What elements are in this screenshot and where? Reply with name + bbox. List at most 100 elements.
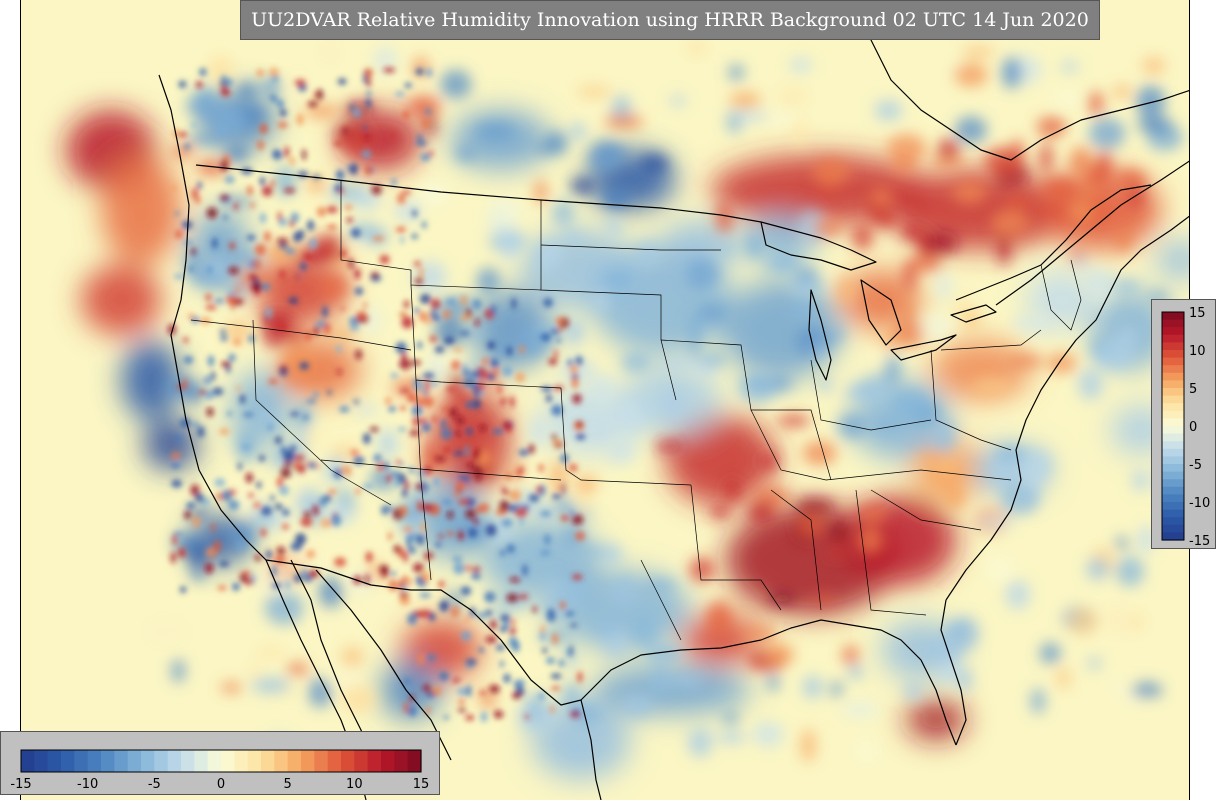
innovation-cell xyxy=(604,114,644,130)
innovation-cell xyxy=(1001,57,1022,89)
innovation-cell xyxy=(293,431,309,447)
innovation-speckle xyxy=(452,451,465,456)
innovation-speckle xyxy=(337,78,347,85)
innovation-speckle xyxy=(281,508,290,517)
innovation-speckle xyxy=(460,586,472,596)
map-panel[interactable] xyxy=(20,0,1190,800)
innovation-speckle xyxy=(335,169,345,181)
colorbar-bin xyxy=(1162,395,1184,404)
innovation-speckle xyxy=(474,469,482,482)
innovation-speckle xyxy=(542,647,548,654)
innovation-speckle xyxy=(458,698,466,705)
innovation-speckle xyxy=(226,411,233,417)
innovation-speckle xyxy=(479,690,487,695)
innovation-cell xyxy=(1115,227,1132,252)
innovation-speckle xyxy=(281,523,289,530)
innovation-speckle xyxy=(306,549,315,559)
innovation-cell xyxy=(589,375,615,408)
innovation-cell xyxy=(567,741,586,755)
humidity-innovation-map[interactable] xyxy=(21,0,1190,800)
innovation-speckle xyxy=(441,499,453,505)
innovation-speckle xyxy=(497,383,502,395)
innovation-speckle xyxy=(419,267,424,279)
innovation-speckle xyxy=(203,374,212,386)
innovation-speckle xyxy=(261,186,273,197)
innovation-cell xyxy=(716,730,747,744)
innovation-cell xyxy=(220,682,243,693)
innovation-speckle xyxy=(206,207,218,219)
innovation-cell xyxy=(622,693,653,717)
innovation-speckle xyxy=(406,393,417,403)
innovation-speckle xyxy=(283,188,296,194)
innovation-speckle xyxy=(468,527,478,538)
colorbar-bin xyxy=(1162,327,1184,336)
innovation-speckle xyxy=(265,307,273,319)
northern-coast xyxy=(860,0,1189,161)
innovation-cell xyxy=(476,267,500,295)
innovation-speckle xyxy=(399,405,406,411)
innovation-speckle xyxy=(211,387,224,396)
innovation-speckle xyxy=(474,386,480,399)
innovation-speckle xyxy=(205,293,212,302)
innovation-speckle xyxy=(571,514,584,526)
innovation-cell xyxy=(870,187,893,206)
innovation-speckle xyxy=(175,460,180,467)
innovation-cell xyxy=(976,514,1016,530)
innovation-speckle xyxy=(363,132,371,141)
innovation-speckle xyxy=(431,313,441,322)
innovation-speckle xyxy=(261,283,271,291)
innovation-speckle xyxy=(199,68,207,77)
innovation-speckle xyxy=(434,455,446,462)
innovation-speckle xyxy=(308,461,317,470)
innovation-anomaly xyxy=(891,170,1071,250)
innovation-speckle xyxy=(489,619,497,630)
innovation-cell xyxy=(922,230,959,256)
innovation-speckle xyxy=(464,616,469,623)
innovation-cell xyxy=(292,402,314,430)
innovation-cell xyxy=(192,86,218,112)
innovation-speckle xyxy=(439,600,450,612)
colorbar-bin xyxy=(47,750,62,772)
innovation-cell xyxy=(890,157,918,174)
innovation-cell xyxy=(171,144,195,159)
innovation-speckle xyxy=(397,192,406,205)
colorbar-bin xyxy=(1162,441,1184,450)
innovation-speckle xyxy=(443,715,450,720)
innovation-speckle xyxy=(350,449,359,456)
innovation-speckle xyxy=(316,89,324,101)
innovation-speckle xyxy=(206,407,214,417)
innovation-speckle xyxy=(227,290,237,296)
innovation-cell xyxy=(724,478,741,502)
innovation-cell xyxy=(687,344,700,357)
innovation-speckle xyxy=(267,423,274,432)
innovation-speckle xyxy=(478,502,490,513)
innovation-speckle xyxy=(412,562,424,573)
northeast-border xyxy=(955,184,1152,301)
colorbar-tick-label: 5 xyxy=(284,777,292,792)
innovation-cell xyxy=(1077,368,1104,401)
innovation-cell xyxy=(572,701,602,727)
innovation-speckle xyxy=(556,338,561,343)
colorbar-bin xyxy=(1162,410,1184,419)
innovation-cell xyxy=(730,110,769,122)
innovation-speckle xyxy=(284,248,296,255)
innovation-speckle xyxy=(471,572,481,580)
innovation-cell xyxy=(685,258,719,290)
innovation-cell xyxy=(667,673,704,688)
innovation-cell xyxy=(788,279,823,298)
innovation-speckle xyxy=(362,301,368,309)
innovation-speckle xyxy=(353,268,361,280)
innovation-cell xyxy=(610,577,637,608)
innovation-speckle xyxy=(175,435,183,441)
innovation-cell xyxy=(792,117,806,148)
innovation-speckle xyxy=(515,507,527,518)
innovation-speckle xyxy=(506,346,513,356)
innovation-cell xyxy=(812,158,851,185)
innovation-speckle xyxy=(506,593,519,603)
innovation-speckle xyxy=(354,287,364,296)
innovation-speckle xyxy=(413,260,421,267)
innovation-speckle xyxy=(508,636,518,648)
innovation-speckle xyxy=(279,108,287,117)
innovation-cell xyxy=(536,239,562,273)
innovation-cell xyxy=(752,721,784,747)
